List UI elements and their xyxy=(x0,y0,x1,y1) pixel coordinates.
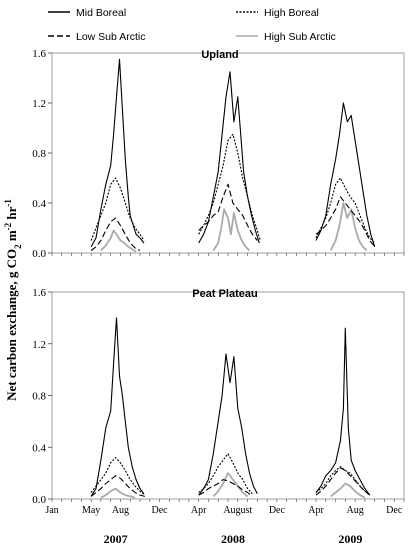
y-tick-label-peat-plateau: 0.4 xyxy=(32,442,46,454)
panel-title-upland: Upland xyxy=(201,49,238,61)
y-tick-label-upland: 1.6 xyxy=(32,48,46,60)
legend: Mid Boreal High Boreal Low Sub Arctic High … xyxy=(48,7,336,43)
series-line-mid-boreal-upland-season-2 xyxy=(198,71,260,244)
x-year-label-2007: 2007 xyxy=(104,532,128,546)
series-line-high-boreal-upland-season-3 xyxy=(315,177,376,244)
legend-label-high-sub-arctic: High Sub Arctic xyxy=(264,31,336,43)
ylabel-main: Net carbon exchange, g CO xyxy=(4,249,19,401)
series-line-high-sub-arctic-peat-plateau-season-2 xyxy=(212,472,249,498)
series-line-high-sub-arctic-upland-season-1 xyxy=(100,229,137,253)
y-axis-label: Net carbon exchange, g CO2 m-2 hr-1 xyxy=(3,199,23,401)
x-month-label-jan: Jan xyxy=(45,505,58,516)
series-line-high-sub-arctic-upland-season-3 xyxy=(329,202,368,252)
y-tick-label-upland: 0.4 xyxy=(32,198,46,210)
panel-peat-plateau: 0.0 0.4 0.8 1.2 1.6 Peat Plateau xyxy=(32,287,405,506)
panel-title-peat-plateau: Peat Plateau xyxy=(192,288,257,300)
series-line-high-sub-arctic-peat-plateau-season-3 xyxy=(330,482,366,499)
x-month-label-apr: Apr xyxy=(191,505,207,516)
ylabel-unit-hr: hr xyxy=(4,206,19,222)
chart-panels: 0.0 0.4 0.8 1.2 1.6 Upland 0.0 0.4 0.8 1.2 1.6 Peat… xyxy=(32,48,405,506)
x-axis: Jan May Aug Dec Apr August Dec Apr Aug Dec 2007 200… xyxy=(45,505,402,546)
legend-label-mid-boreal: Mid Boreal xyxy=(76,7,126,19)
y-tick-label-upland: 0.8 xyxy=(32,148,46,160)
series-line-mid-boreal-upland-season-1 xyxy=(90,58,145,248)
y-tick-label-peat-plateau: 0.8 xyxy=(32,391,46,403)
y-tick-label-peat-plateau: 0.0 xyxy=(32,494,46,506)
series-line-mid-boreal-peat-plateau-season-3 xyxy=(315,327,371,496)
series-line-high-boreal-peat-plateau-season-3 xyxy=(315,466,371,496)
y-tick-label-peat-plateau: 1.6 xyxy=(32,287,46,299)
x-month-label-dec: Dec xyxy=(386,505,403,516)
y-tick-label-upland: 0.0 xyxy=(32,248,46,260)
series-line-low-sub-arctic-upland-season-3 xyxy=(315,196,376,248)
series-line-mid-boreal-peat-plateau-season-2 xyxy=(198,353,258,496)
legend-label-high-boreal: High Boreal xyxy=(264,7,319,19)
x-month-label-aug: Aug xyxy=(346,505,363,516)
ylabel-unit-m: m xyxy=(4,230,19,244)
series-line-high-boreal-upland-season-2 xyxy=(198,133,261,241)
x-month-label-august: August xyxy=(223,505,252,516)
ylabel-superscript-m: -2 xyxy=(3,222,13,230)
series-line-mid-boreal-peat-plateau-season-1 xyxy=(90,317,145,497)
y-tick-label-upland: 1.2 xyxy=(32,98,46,110)
ylabel-subscript: 2 xyxy=(13,244,23,249)
series-line-high-sub-arctic-upland-season-2 xyxy=(212,208,251,252)
panel-upland: 0.0 0.4 0.8 1.2 1.6 Upland xyxy=(32,48,405,260)
series-line-low-sub-arctic-peat-plateau-season-3 xyxy=(315,467,371,496)
series-line-low-sub-arctic-peat-plateau-season-2 xyxy=(198,479,253,497)
series-line-mid-boreal-upland-season-3 xyxy=(315,102,376,247)
x-month-label-dec: Dec xyxy=(269,505,286,516)
series-line-high-boreal-peat-plateau-season-2 xyxy=(198,453,253,495)
series-line-high-sub-arctic-peat-plateau-season-1 xyxy=(100,487,136,499)
series-line-low-sub-arctic-upland-season-1 xyxy=(90,217,141,251)
legend-label-low-sub-arctic: Low Sub Arctic xyxy=(76,31,145,43)
series-line-high-boreal-peat-plateau-season-1 xyxy=(90,457,146,496)
x-year-label-2009: 2009 xyxy=(338,532,362,546)
series-line-high-boreal-upland-season-1 xyxy=(90,177,145,241)
panel-frame-peat-plateau xyxy=(51,291,405,500)
series-line-low-sub-arctic-upland-season-2 xyxy=(198,183,258,241)
y-tick-label-peat-plateau: 1.2 xyxy=(32,339,46,351)
ylabel-superscript-hr: -1 xyxy=(3,199,13,207)
x-month-label-aug: Aug xyxy=(112,505,129,516)
x-month-label-apr: Apr xyxy=(308,505,324,516)
series-line-low-sub-arctic-peat-plateau-season-1 xyxy=(90,475,146,497)
x-year-label-2008: 2008 xyxy=(221,532,245,546)
x-month-label-may: May xyxy=(82,505,100,516)
x-month-label-dec: Dec xyxy=(152,505,169,516)
